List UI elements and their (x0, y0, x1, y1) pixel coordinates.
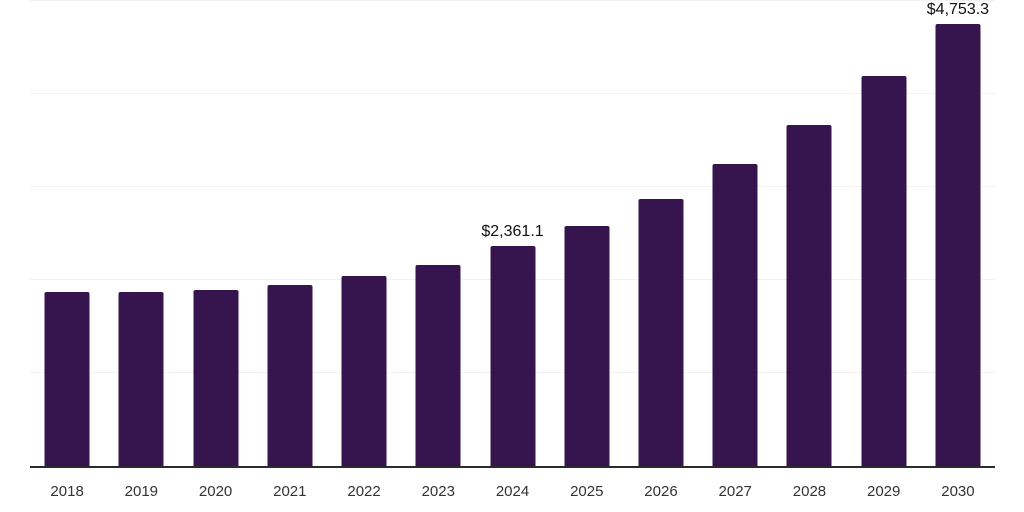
band-2021 (253, 1, 327, 466)
bar-label-2024: $2,361.1 (481, 223, 544, 241)
bar-2025[interactable] (564, 225, 610, 466)
x-tick-2025: 2025 (570, 483, 604, 500)
bar-2026[interactable] (638, 198, 684, 466)
band-2029 (847, 1, 921, 466)
gridline-4000 (30, 93, 995, 94)
band-2018 (30, 1, 104, 466)
bar-2030[interactable] (935, 23, 981, 466)
bar-2029[interactable] (861, 76, 907, 466)
bar-2024[interactable] (490, 246, 536, 466)
band-2025 (550, 1, 624, 466)
bar-2019[interactable] (118, 291, 164, 466)
x-tick-2026: 2026 (644, 483, 678, 500)
band-2019 (104, 1, 178, 466)
x-tick-2024: 2024 (495, 483, 530, 500)
x-tick-2019: 2019 (124, 483, 159, 500)
gridline-5000 (30, 0, 995, 1)
x-tick-2018: 2018 (50, 483, 84, 500)
x-tick-2022: 2022 (347, 483, 381, 500)
x-tick-2027: 2027 (718, 483, 752, 500)
bar-2018[interactable] (44, 292, 90, 466)
bar-2020[interactable] (193, 290, 239, 466)
plot-area: $2,361.1 $4,753.3 (30, 0, 995, 468)
bar-2022[interactable] (341, 276, 387, 466)
band-2023 (401, 1, 475, 466)
x-tick-2020: 2020 (198, 483, 233, 500)
bar-2023[interactable] (415, 265, 461, 466)
gridline-3000 (30, 186, 995, 187)
x-tick-2023: 2023 (421, 483, 455, 500)
x-tick-2029: 2029 (867, 483, 901, 500)
band-2028 (772, 1, 846, 466)
x-tick-2028: 2028 (792, 483, 827, 500)
x-tick-2021: 2021 (273, 483, 307, 500)
band-2026 (624, 1, 698, 466)
bar-2021[interactable] (267, 285, 313, 466)
x-tick-2030: 2030 (941, 483, 975, 500)
bar-label-2030: $4,753.3 (926, 0, 990, 18)
bar-2027[interactable] (712, 163, 758, 466)
band-2020 (178, 1, 252, 466)
bar-2028[interactable] (786, 125, 832, 466)
band-2030: $4,753.3 (921, 1, 995, 466)
band-2027 (698, 1, 772, 466)
band-2022 (327, 1, 401, 466)
bar-series: $2,361.1 $4,753.3 (30, 1, 995, 466)
x-axis: 2018 2019 2020 2021 2022 2023 2024 2025 2026 2027… (30, 483, 995, 500)
band-2024: $2,361.1 (475, 1, 549, 466)
